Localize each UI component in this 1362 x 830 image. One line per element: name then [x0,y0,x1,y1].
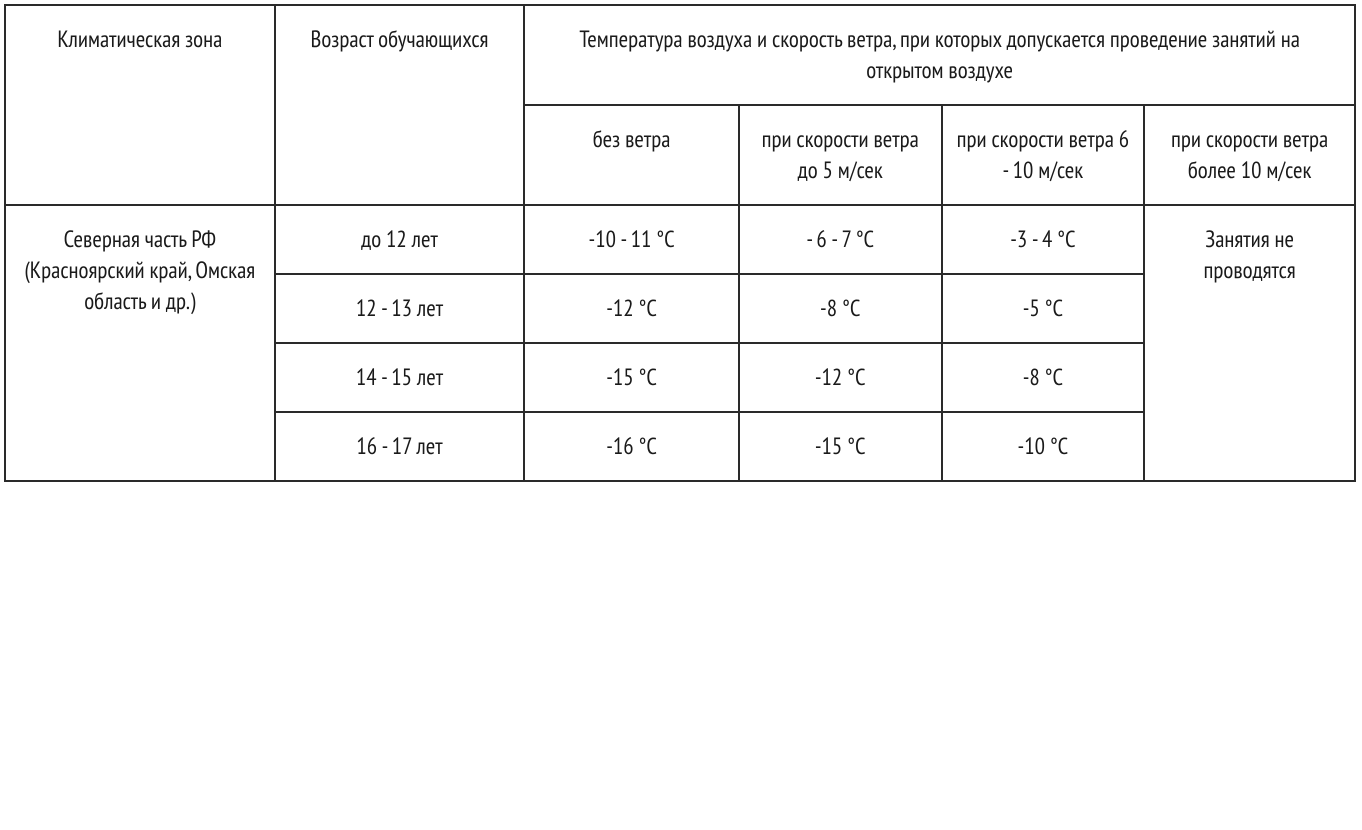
no-classes-cell: Занятия не проводятся [1144,205,1355,481]
age-cell: 12 - 13 лет [275,274,525,343]
temp-cell-w10: -5 °C [942,274,1145,343]
header-wind-more: при скорости ветра более 10 м/сек [1144,105,1355,205]
temp-cell-w10: -8 °C [942,343,1145,412]
header-wind-5: при скорости ветра до 5 м/сек [739,105,942,205]
table-header-row-1: Климатическая зона Возраст обучающихся Т… [5,5,1355,105]
table-row: Северная часть РФ (Красноярский край, Ом… [5,205,1355,274]
temp-cell-w0: -12 °C [524,274,739,343]
temp-cell-w5: -15 °C [739,412,942,481]
temp-cell-w5: -12 °C [739,343,942,412]
climate-table: Климатическая зона Возраст обучающихся Т… [4,4,1356,482]
temp-cell-w0: -15 °C [524,343,739,412]
age-cell: до 12 лет [275,205,525,274]
age-cell: 14 - 15 лет [275,343,525,412]
temp-cell-w10: -3 - 4 °C [942,205,1145,274]
zone-cell: Северная часть РФ (Красноярский край, Ом… [5,205,275,481]
header-age: Возраст обучающихся [275,5,525,205]
age-cell: 16 - 17 лет [275,412,525,481]
temp-cell-w5: -8 °C [739,274,942,343]
header-wind-10: при скорости ветра 6 - 10 м/сек [942,105,1145,205]
temp-cell-w5: - 6 - 7 °C [739,205,942,274]
header-wind-none: без ветра [524,105,739,205]
temp-cell-w10: -10 °C [942,412,1145,481]
header-zone: Климатическая зона [5,5,275,205]
temp-cell-w0: -16 °C [524,412,739,481]
header-temp-group: Температура воздуха и скорость ветра, пр… [524,5,1355,105]
temp-cell-w0: -10 - 11 °C [524,205,739,274]
